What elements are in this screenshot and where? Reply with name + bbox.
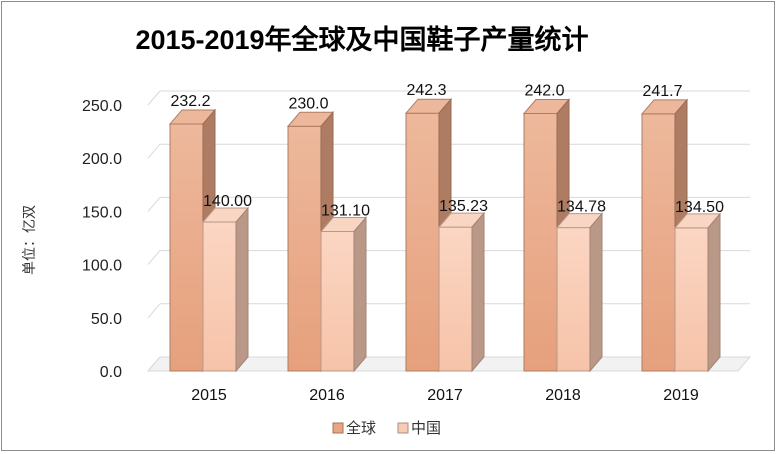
bar-china-2017	[438, 226, 473, 372]
data-label: 242.3	[406, 82, 446, 99]
bar-china-2019	[674, 227, 709, 372]
x-tick-label: 2018	[545, 387, 581, 404]
legend-label: 全球	[346, 419, 376, 437]
bar-global-2016	[287, 125, 322, 372]
x-tick-label: 2015	[191, 387, 227, 404]
bar-side	[471, 211, 485, 373]
y-tick-label: 150.0	[82, 204, 122, 221]
chart-title: 2015-2019年全球及中国鞋子产量统计	[135, 24, 588, 55]
x-tick-label: 2019	[663, 387, 699, 404]
bar-side	[353, 216, 367, 373]
y-tick-label: 250.0	[82, 98, 122, 115]
data-label: 134.78	[557, 199, 606, 216]
bar-china-2018	[556, 227, 591, 372]
data-label: 134.50	[675, 199, 724, 216]
gridline-depth	[147, 250, 161, 265]
gridline-depth	[147, 303, 161, 319]
bar-china-2015	[202, 221, 237, 372]
bar-global-2018	[523, 113, 558, 372]
bar-global-2019	[641, 113, 676, 372]
y-axis-label: 单位：亿双	[22, 205, 38, 275]
y-tick-label: 100.0	[82, 258, 122, 275]
y-tick-label: 200.0	[82, 151, 122, 168]
y-tick-label: 0.0	[100, 364, 122, 381]
legend-label: 中国	[411, 419, 441, 437]
y-tick-label: 50.0	[91, 311, 122, 328]
legend-swatch	[397, 422, 409, 434]
legend-swatch	[332, 422, 344, 434]
data-label: 135.23	[439, 198, 488, 215]
bar-global-2017	[405, 112, 440, 372]
data-label: 232.2	[170, 93, 210, 110]
data-label: 140.00	[203, 193, 252, 210]
x-tick-label: 2017	[427, 387, 463, 404]
bar-global-2015	[169, 123, 204, 372]
bar-side	[707, 212, 721, 373]
bar-side	[235, 206, 249, 373]
data-label: 242.0	[524, 83, 564, 100]
gridline-depth	[147, 90, 161, 106]
x-tick-label: 2016	[309, 387, 345, 404]
gridline-depth	[147, 143, 161, 159]
gridline-depth	[147, 197, 161, 212]
bar-side	[589, 212, 603, 373]
bar-china-2016	[320, 231, 355, 372]
data-label: 131.10	[321, 203, 370, 220]
data-label: 230.0	[288, 95, 328, 112]
data-label: 241.7	[642, 83, 682, 100]
